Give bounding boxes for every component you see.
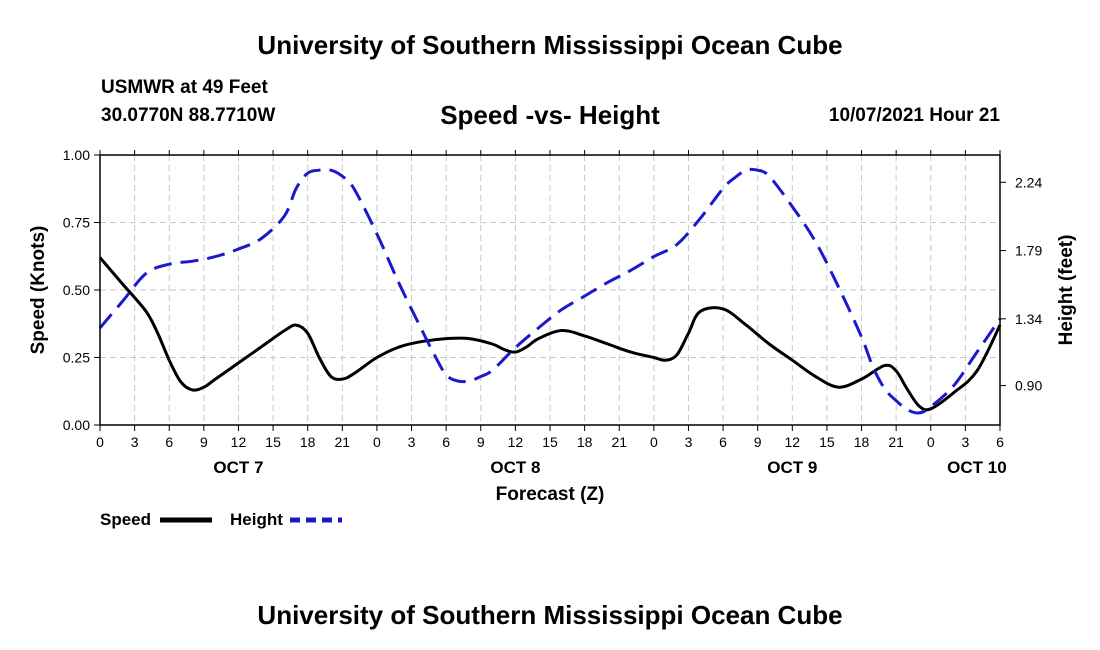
legend-height-label: Height bbox=[230, 510, 283, 529]
x-tick-label: 6 bbox=[719, 434, 727, 450]
x-tick-label: 3 bbox=[131, 434, 139, 450]
x-tick-label: 12 bbox=[508, 434, 524, 450]
x-tick-label: 0 bbox=[373, 434, 381, 450]
x-tick-label: 9 bbox=[200, 434, 208, 450]
x-tick-label: 6 bbox=[442, 434, 450, 450]
page-title: University of Southern Mississippi Ocean… bbox=[257, 30, 843, 60]
axes: 0 3 6 9 12 15 18 21 0 3 6 9 12 15 18 21 0 3 6 9 12 15 18 21 0 3 6 O… bbox=[63, 147, 1043, 477]
y2-tick-label: 1.79 bbox=[1015, 243, 1042, 259]
chart-datetime: 10/07/2021 Hour 21 bbox=[828, 105, 1000, 126]
y-tick-label: 0.25 bbox=[63, 350, 90, 366]
y2-tick-label: 2.24 bbox=[1015, 174, 1042, 190]
legend-speed-label: Speed bbox=[100, 510, 151, 529]
x-tick-label: 9 bbox=[754, 434, 762, 450]
x-tick-label: 18 bbox=[854, 434, 870, 450]
day-label: OCT 8 bbox=[490, 458, 540, 477]
x-tick-label: 21 bbox=[335, 434, 351, 450]
series-layer bbox=[98, 167, 1002, 415]
x-axis-title: Forecast (Z) bbox=[496, 484, 605, 505]
day-label: OCT 10 bbox=[947, 458, 1007, 477]
x-tick-label: 21 bbox=[888, 434, 904, 450]
y-tick-label: 0.50 bbox=[63, 282, 90, 298]
x-tick-label: 18 bbox=[300, 434, 316, 450]
y-axis-title: Speed (Knots) bbox=[28, 226, 49, 355]
footer-title: University of Southern Mississippi Ocean… bbox=[257, 600, 843, 630]
x-tick-label: 12 bbox=[785, 434, 801, 450]
x-tick-label: 18 bbox=[577, 434, 593, 450]
y-tick-label: 1.00 bbox=[63, 147, 90, 163]
x-tick-label: 6 bbox=[165, 434, 173, 450]
x-tick-label: 12 bbox=[231, 434, 247, 450]
grid bbox=[99, 154, 1001, 426]
x-tick-label: 15 bbox=[819, 434, 835, 450]
legend: Speed Height bbox=[100, 510, 342, 529]
day-label: OCT 7 bbox=[213, 458, 263, 477]
day-label: OCT 9 bbox=[767, 458, 817, 477]
y2-tick-label: 0.90 bbox=[1015, 378, 1042, 394]
y2-tick-label: 1.34 bbox=[1015, 311, 1042, 327]
height-series-line bbox=[98, 167, 1002, 415]
station-coordinates: 30.0770N 88.7710W bbox=[101, 105, 276, 126]
x-tick-label: 9 bbox=[477, 434, 485, 450]
x-tick-label: 0 bbox=[650, 434, 658, 450]
y-tick-label: 0.75 bbox=[63, 215, 90, 231]
x-tick-label: 21 bbox=[611, 434, 627, 450]
x-tick-label: 15 bbox=[265, 434, 281, 450]
x-tick-label: 3 bbox=[408, 434, 416, 450]
x-tick-label: 0 bbox=[96, 434, 104, 450]
y2-axis-title: Height (feet) bbox=[1056, 235, 1077, 346]
x-tick-label: 3 bbox=[685, 434, 693, 450]
y-tick-label: 0.00 bbox=[63, 417, 90, 433]
x-tick-label: 0 bbox=[927, 434, 935, 450]
station-name: USMWR at 49 Feet bbox=[101, 77, 268, 98]
x-tick-label: 15 bbox=[542, 434, 558, 450]
speed-series-line bbox=[98, 256, 1002, 412]
x-tick-label: 6 bbox=[996, 434, 1004, 450]
x-tick-label: 3 bbox=[961, 434, 969, 450]
chart-title: Speed -vs- Height bbox=[440, 100, 660, 130]
